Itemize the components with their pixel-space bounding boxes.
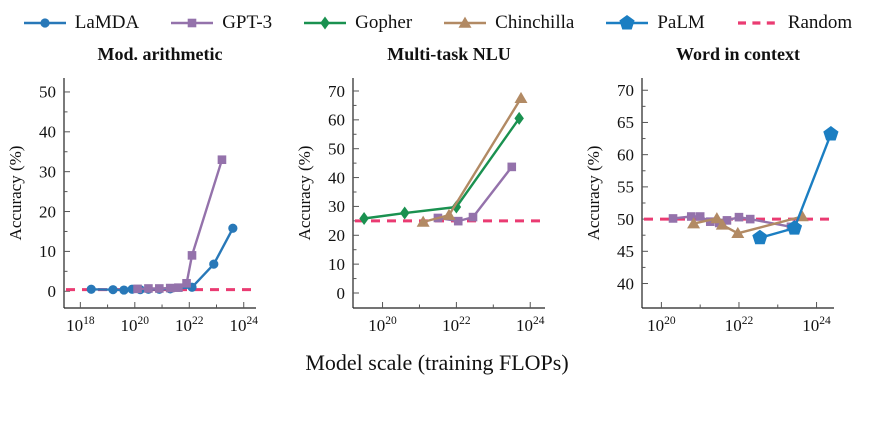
x-tick-label: 1024 (229, 315, 258, 335)
legend-label: LaMDA (74, 12, 140, 33)
y-axis-title: Accuracy (%) (6, 146, 25, 241)
y-tick-label: 30 (39, 162, 56, 181)
x-tick-label: 1022 (442, 315, 471, 335)
y-tick-label: 70 (328, 82, 345, 101)
chinchilla-triangle-icon (444, 16, 487, 28)
series-gopher (358, 111, 524, 226)
x-tick-label: 1022 (724, 315, 753, 335)
y-tick-label: 0 (47, 282, 56, 301)
chart-title: Multi-task NLU (387, 44, 511, 64)
x-tick-label: 1018 (66, 315, 95, 335)
chart-title: Word in context (676, 44, 800, 64)
chart-word-in-context: Word in context Accuracy (%) 40 45 50 55 60 65 7… (584, 44, 839, 335)
x-tick-label: 1020 (120, 315, 149, 335)
legend: LaMDA GPT-3 Gopher Chinchilla PaLM Random (22, 13, 852, 32)
x-tick-label: 1024 (515, 315, 544, 335)
legend-label: PaLM (657, 12, 705, 33)
series-gpt-3 (132, 155, 226, 294)
legend-item-gopher: Gopher (302, 13, 412, 32)
y-tick-label: 55 (617, 178, 634, 197)
y-tick-label: 20 (328, 226, 345, 245)
y-tick-label: 40 (39, 123, 56, 142)
charts-row: Mod. arithmetic Accuracy (%) 0 10 20 30 40 50 10… (6, 36, 869, 348)
series-lamda (86, 223, 237, 295)
series-chinchilla (416, 91, 527, 227)
y-tick-label: 65 (617, 113, 634, 132)
palm-pentagon-icon (606, 14, 649, 29)
y-tick-label: 60 (328, 111, 345, 130)
x-tick-label: 1020 (368, 315, 397, 335)
y-axis-title: Accuracy (%) (584, 146, 603, 241)
y-tick-label: 10 (328, 255, 345, 274)
y-tick-label: 50 (328, 139, 345, 158)
x-axis-label: Model scale (training FLOPs) (305, 350, 569, 375)
gopher-diamond-icon (304, 16, 347, 29)
y-axis-title: Accuracy (%) (295, 146, 314, 241)
x-tick-label: 1024 (802, 315, 831, 335)
y-tick-label: 50 (39, 83, 56, 102)
y-tick-label: 70 (617, 81, 634, 100)
legend-label: Gopher (355, 12, 413, 33)
y-tick-label: 40 (617, 274, 634, 293)
chart-title: Mod. arithmetic (97, 44, 222, 64)
legend-item-gpt-3: GPT-3 (169, 13, 272, 32)
gpt-3-square-icon (171, 18, 214, 27)
y-tick-label: 30 (328, 197, 345, 216)
y-tick-label: 20 (39, 202, 56, 221)
series-palm (751, 126, 839, 245)
y-tick-label: 10 (39, 242, 56, 261)
legend-item-random: Random (735, 13, 852, 32)
random-dashed-line-icon (737, 20, 778, 25)
legend-item-chinchilla: Chinchilla (442, 13, 574, 32)
legend-item-palm: PaLM (604, 13, 705, 32)
y-tick-label: 50 (617, 210, 634, 229)
lamda-circle-icon (23, 17, 66, 28)
legend-label: Random (787, 12, 853, 33)
legend-label: Chinchilla (495, 12, 575, 33)
y-tick-label: 60 (617, 145, 634, 164)
y-tick-label: 0 (336, 284, 345, 303)
y-tick-label: 45 (617, 242, 634, 261)
x-tick-label: 1020 (647, 315, 676, 335)
legend-item-lamda: LaMDA (22, 13, 139, 32)
legend-label: GPT-3 (222, 12, 273, 33)
x-tick-label: 1022 (175, 315, 204, 335)
y-tick-label: 40 (328, 168, 345, 187)
